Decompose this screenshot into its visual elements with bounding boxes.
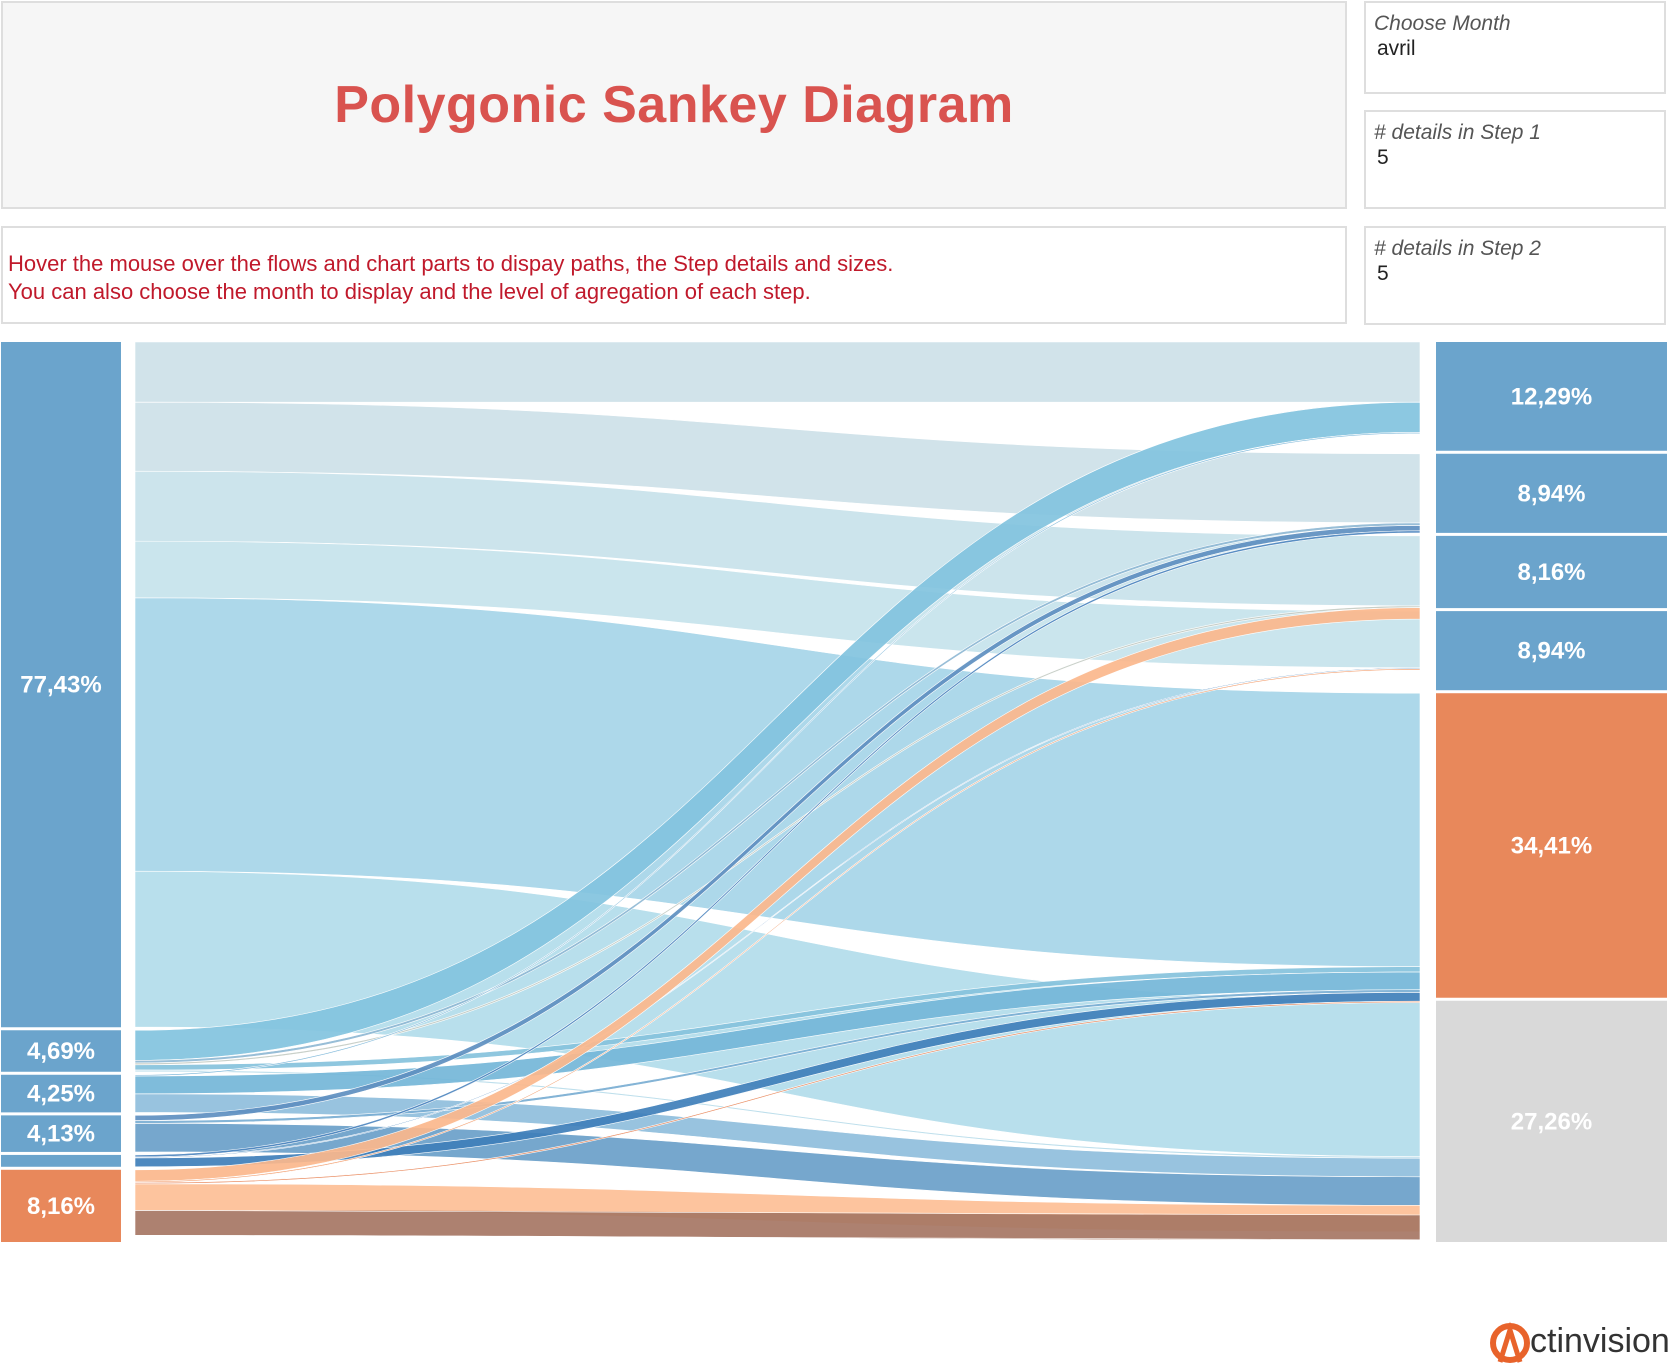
sankey-flow[interactable] [134,530,1421,1158]
step2-node[interactable] [1436,342,1667,451]
step1-node[interactable] [1,1154,121,1167]
step2-node-label: 12,29% [1511,383,1592,410]
sankey-flow[interactable] [134,431,1421,1077]
step2-node-label: 34,41% [1511,832,1592,859]
logo-text: ctinvision [1530,1322,1668,1360]
month-filter[interactable]: Choose Month avril [1364,1,1666,94]
sankey-flows[interactable] [134,341,1421,1241]
logo-a-icon [1490,1321,1530,1363]
step1-details-value[interactable]: 5 [1377,146,1389,169]
instructions-panel: Hover the mouse over the flows and chart… [1,226,1347,324]
step1-node-label: 4,25% [27,1081,95,1108]
step1-node[interactable] [1,1169,121,1242]
sankey-flow[interactable] [134,668,1421,1183]
step2-nodes[interactable]: 12,29% 8,94% 8,16% 8,94% 34,41% 27,26% [1436,342,1667,1242]
step1-node[interactable] [1,1115,121,1152]
sankey-flow[interactable] [134,607,1421,1182]
month-filter-value[interactable]: avril [1377,37,1416,60]
step1-node[interactable] [1,1074,121,1113]
step2-node-label: 27,26% [1511,1108,1592,1135]
instructions-line-2: You can also choose the month to display… [8,279,811,304]
month-filter-label: Choose Month [1374,12,1511,35]
instructions-line-1: Hover the mouse over the flows and chart… [8,251,894,276]
page-title: Polygonic Sankey Diagram [334,76,1014,134]
sankey-flow[interactable] [134,341,1421,403]
step2-node[interactable] [1436,1000,1667,1242]
step1-node-label: 8,16% [27,1193,95,1220]
step1-details-label: # details in Step 1 [1374,121,1541,144]
step2-node[interactable] [1436,693,1667,998]
step2-node[interactable] [1436,453,1667,533]
step2-node-label: 8,94% [1517,638,1585,665]
step2-node[interactable] [1436,611,1667,691]
step1-node-label: 77,43% [20,672,101,699]
step1-details-filter[interactable]: # details in Step 1 5 [1364,110,1666,209]
step2-details-filter[interactable]: # details in Step 2 5 [1364,226,1666,325]
sankey-flow[interactable] [134,1210,1421,1241]
step1-node-label: 4,69% [27,1038,95,1065]
step2-details-label: # details in Step 2 [1374,237,1541,260]
actinvision-logo: ctinvision [1486,1318,1668,1366]
step2-details-value[interactable]: 5 [1377,262,1389,285]
step2-node-label: 8,94% [1517,480,1585,507]
step2-node[interactable] [1436,535,1667,609]
step2-node-label: 8,16% [1517,559,1585,586]
sankey-flow[interactable] [134,1000,1421,1185]
step1-node[interactable] [1,342,121,1028]
step1-node-label: 4,13% [27,1121,95,1148]
sankey-diagram[interactable]: 77,43% 4,69% 4,25% 4,13% 8,16% 12,29% 8,94% 8,… [0,340,1668,1300]
step1-node[interactable] [1,1030,121,1072]
title-panel: Polygonic Sankey Diagram [1,1,1347,209]
step1-nodes[interactable]: 77,43% 4,69% 4,25% 4,13% 8,16% [1,342,121,1242]
